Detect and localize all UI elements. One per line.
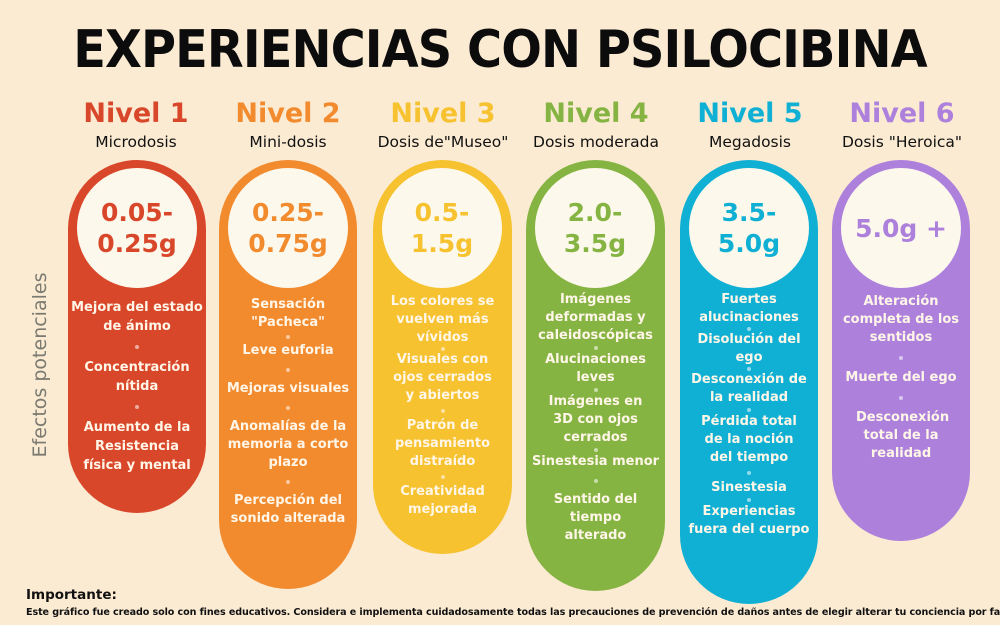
- level-1-effects: Mejora del estado de ánimo Concentración…: [68, 298, 206, 475]
- effect-item: Imágenes deformadas y caleidoscópicas: [538, 292, 653, 343]
- level-1-title: Nivel 1: [83, 98, 189, 129]
- level-3-title: Nivel 3: [390, 98, 496, 129]
- bullet-dot-icon: [899, 356, 903, 360]
- level-3-dose-line1: 0.5-: [414, 198, 470, 227]
- level-6-name: Dosis "Heroica": [841, 133, 963, 151]
- effect-item: Muerte del ego: [845, 370, 957, 385]
- level-4-name: Dosis moderada: [533, 133, 659, 151]
- bullet-dot-icon: [440, 475, 445, 479]
- level-3-dose-circle: 0.5- 1.5g: [382, 168, 502, 288]
- level-3-effects: Los colores se vuelven más vívidos Visua…: [373, 293, 512, 519]
- effect-item: Patrón de pensamiento distraído: [394, 418, 491, 469]
- level-2-effects: Sensación "Pacheca" Leve euforia Mejoras…: [219, 296, 357, 528]
- effect-item: Sinestesia menor: [531, 454, 660, 469]
- effect-item: Imágenes en 3D con ojos cerrados: [548, 394, 643, 445]
- important-label: Importante:: [26, 587, 117, 603]
- effect-item: Sentido del tiempo alterado: [553, 492, 638, 543]
- effect-item: Mejoras visuales: [226, 381, 350, 396]
- page-title: EXPERIENCIAS CON PSILOCIBINA: [73, 20, 927, 80]
- bullet-dot-icon: [593, 388, 598, 392]
- level-4-dose-line2: 3.5g: [563, 229, 627, 258]
- level-6-pill: 5.0g + Alteración completa de los sentid…: [832, 160, 970, 541]
- bullet-dot-icon: [593, 479, 598, 483]
- bullet-dot-icon: [747, 498, 751, 502]
- level-1-name: Microdosis: [95, 133, 177, 151]
- level-3-dose-line2: 1.5g: [410, 229, 474, 258]
- level-6-effects: Alteración completa de los sentidos Muer…: [832, 293, 970, 463]
- bullet-dot-icon: [593, 346, 598, 350]
- effect-item: Desconexión de la realidad: [691, 372, 807, 405]
- effect-item: Alucinaciones leves: [545, 352, 646, 385]
- effect-item: Los colores se vuelven más vívidos: [390, 294, 495, 345]
- bullet-dot-icon: [135, 345, 139, 349]
- level-5-name: Megadosis: [708, 133, 792, 151]
- level-5-dose-line1: 3.5-: [721, 198, 777, 227]
- level-4-dose-circle: 2.0- 3.5g: [535, 168, 655, 288]
- level-5-pill: 3.5- 5.0g Fuertes alucinaciones Disolució…: [680, 160, 818, 604]
- level-2-dose-circle: 0.25- 0.75g: [228, 168, 348, 288]
- bullet-dot-icon: [286, 406, 290, 410]
- level-5-header: Nivel 5 Megadosis: [670, 98, 830, 152]
- level-4-dose-line1: 2.0-: [567, 198, 623, 227]
- effect-item: Disolución del ego: [697, 332, 801, 365]
- bullet-dot-icon: [286, 480, 290, 484]
- level-3-header: Nivel 3 Dosis de"Museo": [362, 98, 524, 152]
- level-5-dose-line2: 5.0g: [717, 229, 781, 258]
- effect-item: Sensación "Pacheca": [250, 297, 326, 330]
- level-3-pill: 0.5- 1.5g Los colores se vuelven más vívi…: [373, 160, 512, 554]
- effect-item: Desconexión total de la realidad: [856, 410, 950, 461]
- effect-item: Visuales con ojos cerrados y abiertos: [393, 352, 492, 403]
- level-5-effects: Fuertes alucinaciones Disolución del ego…: [680, 291, 818, 539]
- bullet-dot-icon: [593, 448, 598, 452]
- bullet-dot-icon: [747, 367, 751, 371]
- bullet-dot-icon: [440, 409, 445, 413]
- side-label-effects: Efectos potenciales: [29, 272, 51, 458]
- level-4-header: Nivel 4 Dosis moderada: [516, 98, 676, 152]
- bullet-dot-icon: [286, 335, 290, 339]
- level-3-name: Dosis de"Museo": [377, 133, 509, 151]
- level-5-title: Nivel 5: [697, 98, 803, 129]
- level-2-header: Nivel 2 Mini-dosis: [208, 98, 368, 152]
- effect-item: Pérdida total de la noción del tiempo: [701, 414, 797, 465]
- effect-item: Sinestesia: [711, 480, 787, 495]
- bullet-dot-icon: [747, 327, 751, 331]
- effect-item: Alteración completa de los sentidos: [842, 294, 960, 345]
- level-2-dose-line1: 0.25-: [251, 198, 325, 227]
- level-4-effects: Imágenes deformadas y caleidoscópicas Al…: [526, 291, 665, 545]
- level-4-title: Nivel 4: [543, 98, 649, 129]
- effect-item: Fuertes alucinaciones: [699, 292, 799, 325]
- bullet-dot-icon: [747, 408, 751, 412]
- effect-item: Mejora del estado de ánimo: [71, 300, 203, 334]
- effect-item: Experiencias fuera del cuerpo: [688, 504, 810, 537]
- bullet-dot-icon: [899, 396, 903, 400]
- effect-item: Percepción del sonido alterada: [230, 493, 346, 526]
- level-6-dose-circle: 5.0g +: [841, 168, 961, 288]
- level-2-pill: 0.25- 0.75g Sensación "Pacheca" Leve eufo…: [219, 160, 357, 589]
- level-1-dose-line1: 0.05-: [100, 198, 174, 227]
- effect-item: Aumento de la Resistencia física y menta…: [83, 420, 191, 473]
- level-6-header: Nivel 6 Dosis "Heroica": [822, 98, 982, 152]
- level-5-dose-circle: 3.5- 5.0g: [689, 168, 809, 288]
- effect-item: Creatividad mejorada: [400, 484, 485, 517]
- level-1-dose-circle: 0.05- 0.25g: [77, 168, 197, 288]
- bullet-dot-icon: [440, 347, 445, 351]
- level-4-pill: 2.0- 3.5g Imágenes deformadas y caleidosc…: [526, 160, 665, 591]
- disclaimer-text: Este gráfico fue creado solo con fines e…: [26, 607, 1000, 618]
- effect-item: Leve euforia: [242, 343, 334, 358]
- level-2-dose-line2: 0.75g: [248, 229, 328, 258]
- level-2-title: Nivel 2: [235, 98, 341, 129]
- bullet-dot-icon: [286, 368, 290, 372]
- level-2-name: Mini-dosis: [249, 133, 327, 151]
- bullet-dot-icon: [135, 405, 139, 409]
- bullet-dot-icon: [747, 471, 751, 475]
- effect-item: Anomalías de la memoria a corto plazo: [227, 419, 349, 470]
- level-1-header: Nivel 1 Microdosis: [58, 98, 214, 152]
- level-1-pill: 0.05- 0.25g Mejora del estado de ánimo Co…: [68, 160, 206, 513]
- level-6-dose-line1: 5.0g +: [855, 213, 947, 243]
- level-1-dose-line2: 0.25g: [97, 229, 177, 258]
- level-6-title: Nivel 6: [849, 98, 955, 129]
- effect-item: Concentración nítida: [84, 360, 190, 394]
